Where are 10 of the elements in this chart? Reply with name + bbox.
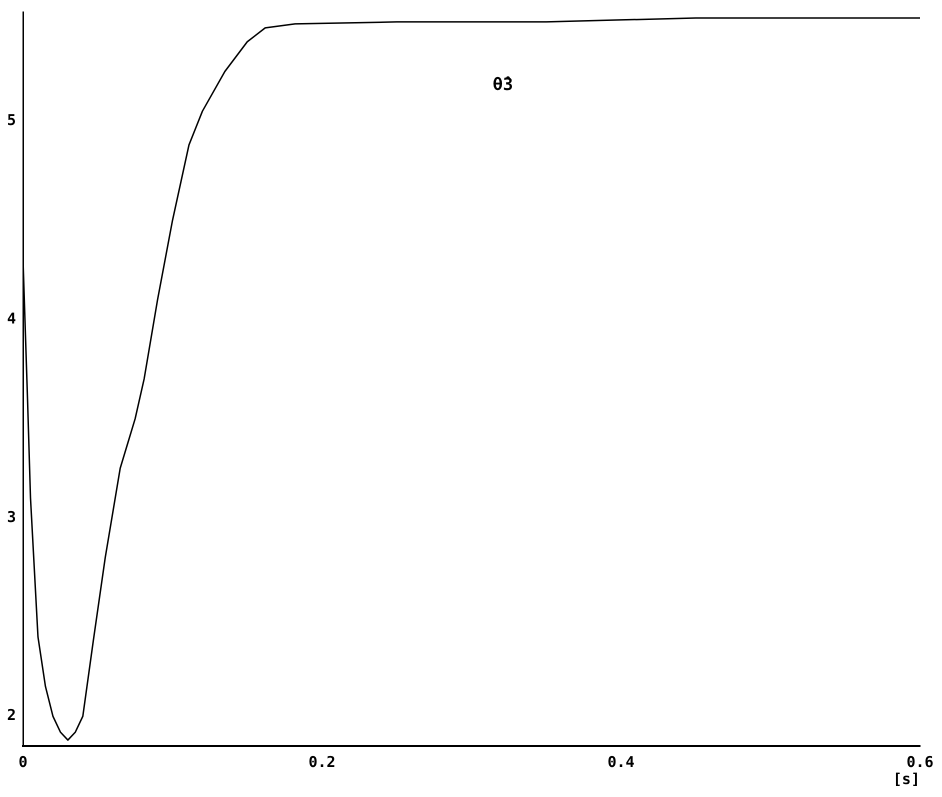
x-tick-label: 0.2 <box>308 752 336 771</box>
y-tick-label: 3 <box>7 508 16 526</box>
x-tick-label: 0.6 <box>906 752 934 771</box>
x-axis-title: [s] <box>892 770 920 788</box>
y-tick-label: 5 <box>7 111 16 129</box>
annotation: θ̂3 <box>492 74 514 95</box>
y-tick-label: 2 <box>7 706 16 724</box>
x-tick-label: 0 <box>18 752 28 771</box>
x-tick-label: 0.4 <box>607 752 635 771</box>
y-tick-label: 4 <box>7 309 16 328</box>
